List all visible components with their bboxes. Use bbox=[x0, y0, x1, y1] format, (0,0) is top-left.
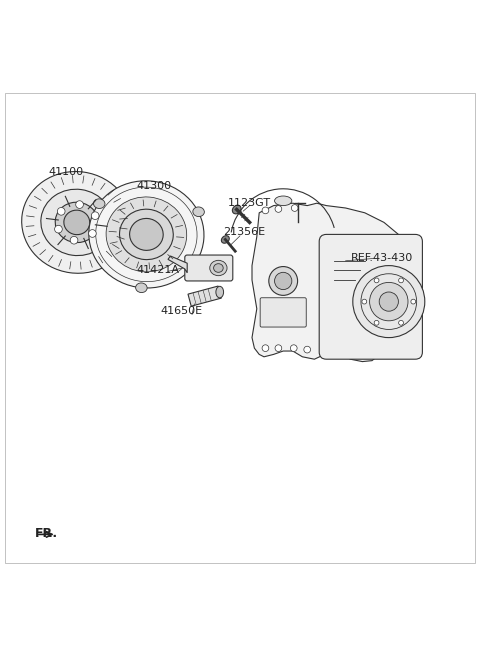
Circle shape bbox=[379, 292, 398, 311]
Text: 41421A: 41421A bbox=[137, 266, 180, 276]
Ellipse shape bbox=[89, 181, 204, 288]
Circle shape bbox=[304, 346, 311, 353]
FancyBboxPatch shape bbox=[319, 234, 422, 359]
Ellipse shape bbox=[55, 202, 98, 243]
Text: FR.: FR. bbox=[35, 527, 58, 540]
Circle shape bbox=[374, 320, 379, 325]
Circle shape bbox=[275, 272, 292, 289]
Ellipse shape bbox=[120, 209, 173, 260]
Text: 21356E: 21356E bbox=[223, 227, 265, 237]
Ellipse shape bbox=[136, 283, 147, 293]
Text: 41650E: 41650E bbox=[161, 306, 203, 316]
Circle shape bbox=[399, 278, 404, 283]
Ellipse shape bbox=[275, 196, 292, 205]
Ellipse shape bbox=[94, 199, 105, 209]
Circle shape bbox=[291, 205, 298, 211]
Circle shape bbox=[70, 236, 78, 244]
Circle shape bbox=[374, 278, 379, 283]
Circle shape bbox=[275, 205, 282, 213]
Circle shape bbox=[370, 282, 408, 321]
Ellipse shape bbox=[221, 236, 229, 243]
Circle shape bbox=[91, 212, 99, 220]
Ellipse shape bbox=[232, 205, 241, 214]
Circle shape bbox=[399, 320, 404, 325]
Polygon shape bbox=[168, 256, 187, 273]
Circle shape bbox=[290, 345, 297, 352]
Ellipse shape bbox=[22, 171, 132, 274]
Circle shape bbox=[411, 299, 416, 304]
Ellipse shape bbox=[193, 207, 204, 216]
Text: 41300: 41300 bbox=[137, 182, 172, 192]
Circle shape bbox=[76, 201, 84, 209]
Ellipse shape bbox=[130, 218, 163, 251]
Circle shape bbox=[262, 345, 269, 352]
Text: 1123GT: 1123GT bbox=[228, 198, 271, 208]
Polygon shape bbox=[252, 203, 418, 361]
Text: REF.43-430: REF.43-430 bbox=[350, 253, 413, 264]
Circle shape bbox=[262, 207, 269, 214]
Ellipse shape bbox=[210, 260, 227, 276]
Circle shape bbox=[89, 230, 96, 237]
Ellipse shape bbox=[106, 197, 187, 272]
Ellipse shape bbox=[216, 286, 224, 298]
Circle shape bbox=[275, 345, 282, 352]
Ellipse shape bbox=[41, 189, 113, 256]
Circle shape bbox=[362, 299, 367, 304]
Polygon shape bbox=[188, 286, 221, 306]
Circle shape bbox=[57, 207, 65, 215]
Circle shape bbox=[269, 266, 298, 295]
FancyBboxPatch shape bbox=[185, 255, 233, 281]
Ellipse shape bbox=[64, 210, 90, 235]
Text: 41100: 41100 bbox=[48, 167, 83, 177]
Ellipse shape bbox=[214, 264, 223, 272]
FancyBboxPatch shape bbox=[260, 298, 306, 327]
Circle shape bbox=[353, 266, 425, 338]
Circle shape bbox=[55, 225, 62, 233]
